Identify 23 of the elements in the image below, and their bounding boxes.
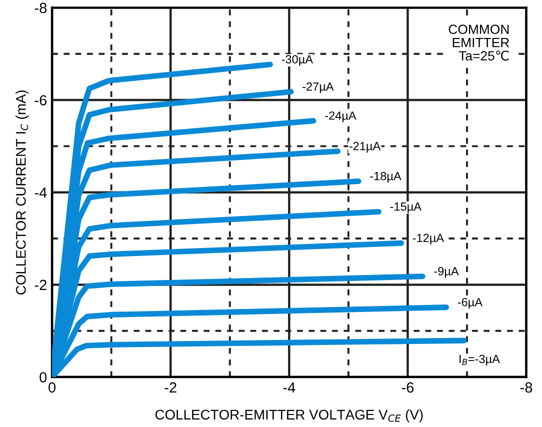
series-label: -21µA [349,142,381,153]
x-axis-title: COLLECTOR-EMITTER VOLTAGE V$_{CE}$ (V) [155,409,423,422]
y-tick-label: -8 [34,2,47,14]
y-tick-label: 0 [40,372,47,382]
series-label: -6µA [458,298,483,309]
series-label: -30µA [282,55,314,66]
x-tick-label: -4 [283,382,296,392]
x-tick-label: -6 [402,382,414,393]
series-label: -15µA [390,202,422,214]
y-tick-label: -6 [34,95,47,106]
y-tick-label: -4 [34,188,47,198]
annotation: COMMON EMITTER Ta=25℃ [448,24,510,61]
series-label: -24µA [325,111,356,122]
series-label: -12µA [412,234,444,244]
x-tick-label: -8 [520,382,532,393]
y-tick-label: -2 [34,280,46,290]
x-tick-label: 0 [48,382,56,393]
series-label: -27µA [302,82,334,94]
series-label: -9µA [434,267,459,278]
x-tick-label: -2 [164,382,176,392]
series-label: -18µA [370,172,402,183]
series-label: I$_{B}$=-3µA [460,354,500,366]
y-axis-title: COLLECTOR CURRENT I$_{C}$ (mA) [16,90,29,295]
